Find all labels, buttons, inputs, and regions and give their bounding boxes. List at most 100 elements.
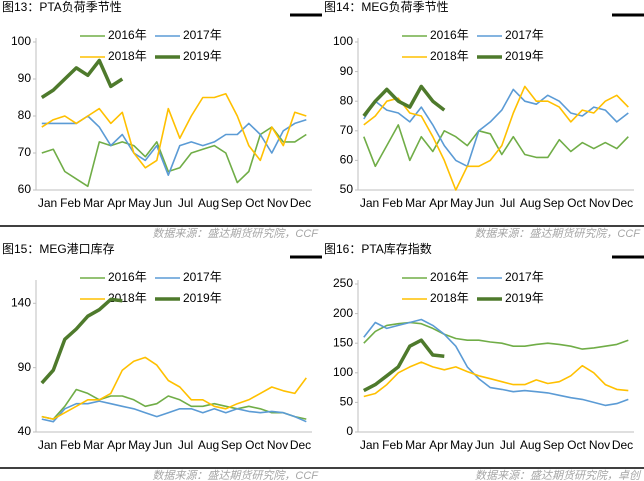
series-line [363, 124, 629, 168]
source-note: 数据来源：盛达期货研究院，CCF [474, 227, 641, 240]
legend-label: 2018年 [108, 49, 147, 63]
legend-label: 2019年 [183, 49, 222, 63]
x-tick-label: Dec [290, 438, 311, 452]
legend-label: 2017年 [505, 28, 544, 42]
x-tick-label: Sep [543, 438, 565, 452]
x-tick-label: Apr [107, 438, 126, 452]
legend-label: 2017年 [183, 28, 222, 42]
y-tick-label: 150 [333, 335, 353, 349]
y-tick-label: 70 [340, 123, 354, 137]
series-line [363, 361, 629, 398]
x-tick-label: Jan [38, 196, 57, 210]
x-tick-label: Sep [221, 196, 243, 210]
x-tick-label: Oct [567, 438, 586, 452]
series-line [41, 126, 307, 188]
x-tick-label: May [128, 438, 151, 452]
series-line [40, 58, 124, 99]
x-tick-label: Aug [198, 196, 219, 210]
legend-label: 2018年 [430, 49, 469, 63]
legend-label: 2018年 [430, 291, 469, 305]
chart-title: 图15：MEG港口库存 [2, 241, 115, 256]
x-tick-label: Mar [83, 438, 104, 452]
source-note: 数据来源：盛达期货研究院，CCF [152, 227, 319, 240]
x-tick-label: Apr [429, 196, 448, 210]
legend-label: 2017年 [183, 270, 222, 284]
series-line [363, 88, 629, 168]
y-tick-label: 140 [11, 295, 31, 309]
y-tick-label: 60 [340, 153, 354, 167]
series-line [363, 85, 629, 191]
series-line [41, 356, 307, 420]
x-tick-label: May [450, 438, 473, 452]
source-note: 数据来源：盛达期货研究院，CCF [152, 469, 319, 481]
x-tick-label: Aug [520, 196, 541, 210]
y-tick-label: 200 [333, 306, 353, 320]
y-tick-label: 60 [18, 182, 32, 196]
x-tick-label: Jun [153, 196, 172, 210]
x-tick-label: Jun [475, 196, 494, 210]
x-tick-label: Feb [382, 438, 403, 452]
series-line [363, 318, 629, 407]
x-tick-label: Nov [267, 196, 288, 210]
y-tick-label: 0 [346, 424, 353, 438]
legend-label: 2017年 [505, 270, 544, 284]
y-tick-label: 70 [18, 145, 32, 159]
legend-label: 2016年 [430, 270, 469, 284]
y-tick-label: 100 [333, 365, 353, 379]
chart-title: 图13：PTA负荷季节性 [2, 0, 122, 14]
x-tick-label: Aug [198, 438, 219, 452]
legend-label: 2019年 [505, 291, 544, 305]
y-tick-label: 80 [18, 108, 32, 122]
series-line [41, 93, 307, 169]
y-tick-label: 100 [333, 34, 353, 48]
legend-label: 2016年 [430, 28, 469, 42]
x-tick-label: Dec [290, 196, 311, 210]
y-tick-label: 90 [18, 360, 32, 374]
x-tick-label: May [128, 196, 151, 210]
series-line [362, 338, 445, 393]
x-tick-label: Jul [500, 438, 515, 452]
x-tick-label: Jun [475, 438, 494, 452]
x-tick-label: Nov [267, 438, 288, 452]
x-tick-label: May [450, 196, 473, 210]
x-tick-label: Dec [612, 196, 633, 210]
x-tick-label: Jan [360, 438, 379, 452]
y-tick-label: 40 [18, 424, 32, 438]
x-tick-label: Nov [589, 438, 610, 452]
x-tick-label: Dec [612, 438, 633, 452]
x-tick-label: Jan [360, 196, 379, 210]
legend-label: 2016年 [108, 28, 147, 42]
x-tick-label: Apr [429, 438, 448, 452]
source-note: 数据来源：盛达期货研究院，卓创 [475, 469, 642, 481]
y-tick-label: 100 [11, 34, 31, 48]
x-tick-label: Feb [382, 196, 403, 210]
x-tick-label: Nov [589, 196, 610, 210]
series-line [41, 400, 307, 423]
legend-label: 2016年 [108, 270, 147, 284]
series-line [40, 297, 123, 385]
x-tick-label: Sep [221, 438, 243, 452]
y-tick-label: 50 [340, 182, 354, 196]
x-tick-label: Oct [245, 438, 264, 452]
y-tick-label: 250 [333, 276, 353, 290]
x-tick-label: Sep [543, 196, 565, 210]
y-tick-label: 80 [340, 93, 354, 107]
x-tick-label: Jun [153, 438, 172, 452]
series-line [362, 84, 446, 118]
x-tick-label: Jul [178, 438, 193, 452]
x-tick-label: Apr [107, 196, 126, 210]
y-tick-label: 50 [340, 395, 354, 409]
x-tick-label: Feb [60, 438, 81, 452]
y-tick-label: 90 [18, 71, 32, 85]
x-tick-label: Oct [567, 196, 586, 210]
x-tick-label: Feb [60, 196, 81, 210]
legend-label: 2019年 [505, 49, 544, 63]
chart-title: 图14：MEG负荷季节性 [324, 0, 449, 14]
x-tick-label: Jul [178, 196, 193, 210]
chart-title: 图16：PTA库存指数 [324, 241, 432, 256]
